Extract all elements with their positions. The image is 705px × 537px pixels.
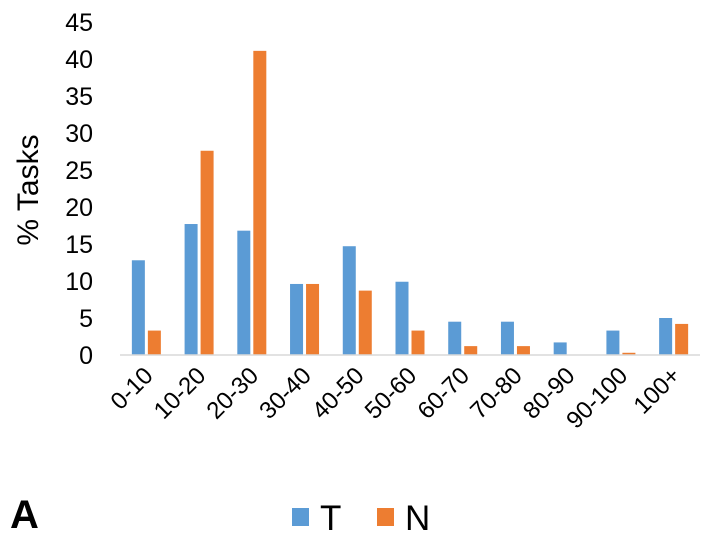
y-tick-label: 25 xyxy=(65,157,93,185)
y-tick-label: 20 xyxy=(65,194,93,222)
bar-n-40-50 xyxy=(358,290,372,355)
y-axis-title: % Tasks xyxy=(12,134,45,245)
x-tick-label: 10-20 xyxy=(149,362,212,425)
y-tick-label: 35 xyxy=(65,83,93,111)
legend-label-t: T xyxy=(320,499,341,537)
bar-n-50-60 xyxy=(411,330,425,355)
bar-t-100+ xyxy=(659,318,673,355)
bar-n-10-20 xyxy=(200,150,214,355)
y-tick-label: 30 xyxy=(65,120,93,148)
x-tick-label: 50-60 xyxy=(360,362,423,425)
bar-n-20-30 xyxy=(253,50,267,356)
y-tick-label: 45 xyxy=(65,9,93,37)
y-axis-ticks: 0 5 10 15 20 25 30 35 40 45 xyxy=(65,9,93,370)
bar-t-60-70 xyxy=(448,321,462,355)
bar-t-90-100 xyxy=(606,330,620,355)
x-tick-label: 70-80 xyxy=(465,362,528,425)
bar-t-80-90 xyxy=(553,342,567,355)
x-tick-label: 60-70 xyxy=(412,362,475,425)
bar-t-0-10 xyxy=(131,260,145,355)
x-tick-label: 30-40 xyxy=(254,362,317,425)
y-tick-label: 15 xyxy=(65,231,93,259)
bar-t-30-40 xyxy=(290,283,304,355)
bar-n-30-40 xyxy=(306,283,320,355)
y-tick-label: 40 xyxy=(65,46,93,74)
legend-swatch-n xyxy=(377,508,394,526)
bar-t-70-80 xyxy=(500,321,514,355)
bar-t-50-60 xyxy=(395,281,409,355)
x-axis-tick-labels: 0-1010-2020-3030-4040-5050-6060-7070-808… xyxy=(106,362,686,434)
y-tick-label: 10 xyxy=(65,268,93,296)
bar-t-40-50 xyxy=(342,246,356,355)
y-tick-label: 0 xyxy=(79,342,93,370)
bars xyxy=(131,50,689,356)
bar-n-60-70 xyxy=(464,346,478,355)
x-tick-label: 100+ xyxy=(629,362,686,419)
bar-n-90-100 xyxy=(622,352,636,355)
legend-label-n: N xyxy=(405,499,430,537)
y-tick-label: 5 xyxy=(79,305,93,333)
bar-t-20-30 xyxy=(237,230,251,355)
bar-n-70-80 xyxy=(516,346,530,355)
bar-t-10-20 xyxy=(184,224,198,355)
bar-n-100+ xyxy=(675,323,689,355)
bar-n-0-10 xyxy=(147,330,161,355)
x-tick-label: 20-30 xyxy=(202,362,265,425)
x-tick-label: 40-50 xyxy=(307,362,370,425)
panel-letter: A xyxy=(10,493,39,537)
legend-swatch-t xyxy=(292,508,309,526)
